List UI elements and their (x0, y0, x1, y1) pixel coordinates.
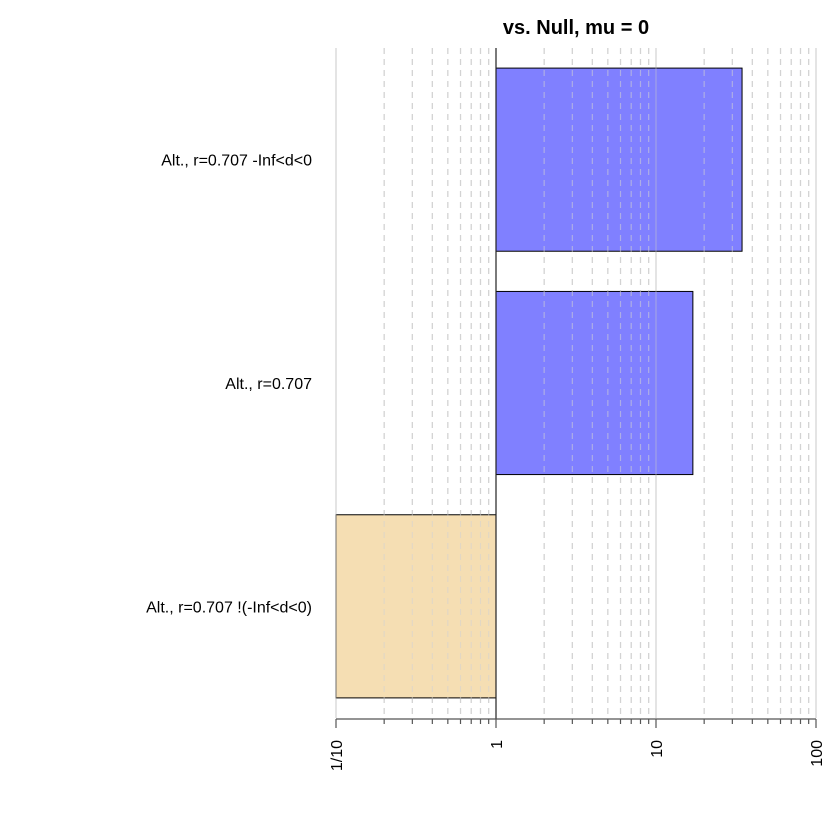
category-label: Alt., r=0.707 (225, 376, 312, 393)
category-label: Alt., r=0.707 -Inf<d<0 (161, 153, 312, 170)
x-tick-label: 1/10 (329, 740, 346, 771)
x-tick-label: 100 (809, 740, 826, 767)
category-label: Alt., r=0.707 !(-Inf<d<0) (146, 599, 312, 616)
x-axis: 1/10 1 10 100 (329, 48, 826, 771)
bar (495, 290, 694, 476)
x-tick-label: 1 (489, 740, 506, 749)
chart-title: vs. Null, mu = 0 (503, 17, 649, 39)
x-tick-label: 10 (649, 740, 666, 758)
grid-overlay (335, 48, 817, 718)
bar (495, 67, 743, 252)
bar (335, 514, 497, 699)
bars (335, 67, 743, 699)
category-labels: Alt., r=0.707 -Inf<d<0 Alt., r=0.707 Alt.,… (146, 153, 312, 617)
